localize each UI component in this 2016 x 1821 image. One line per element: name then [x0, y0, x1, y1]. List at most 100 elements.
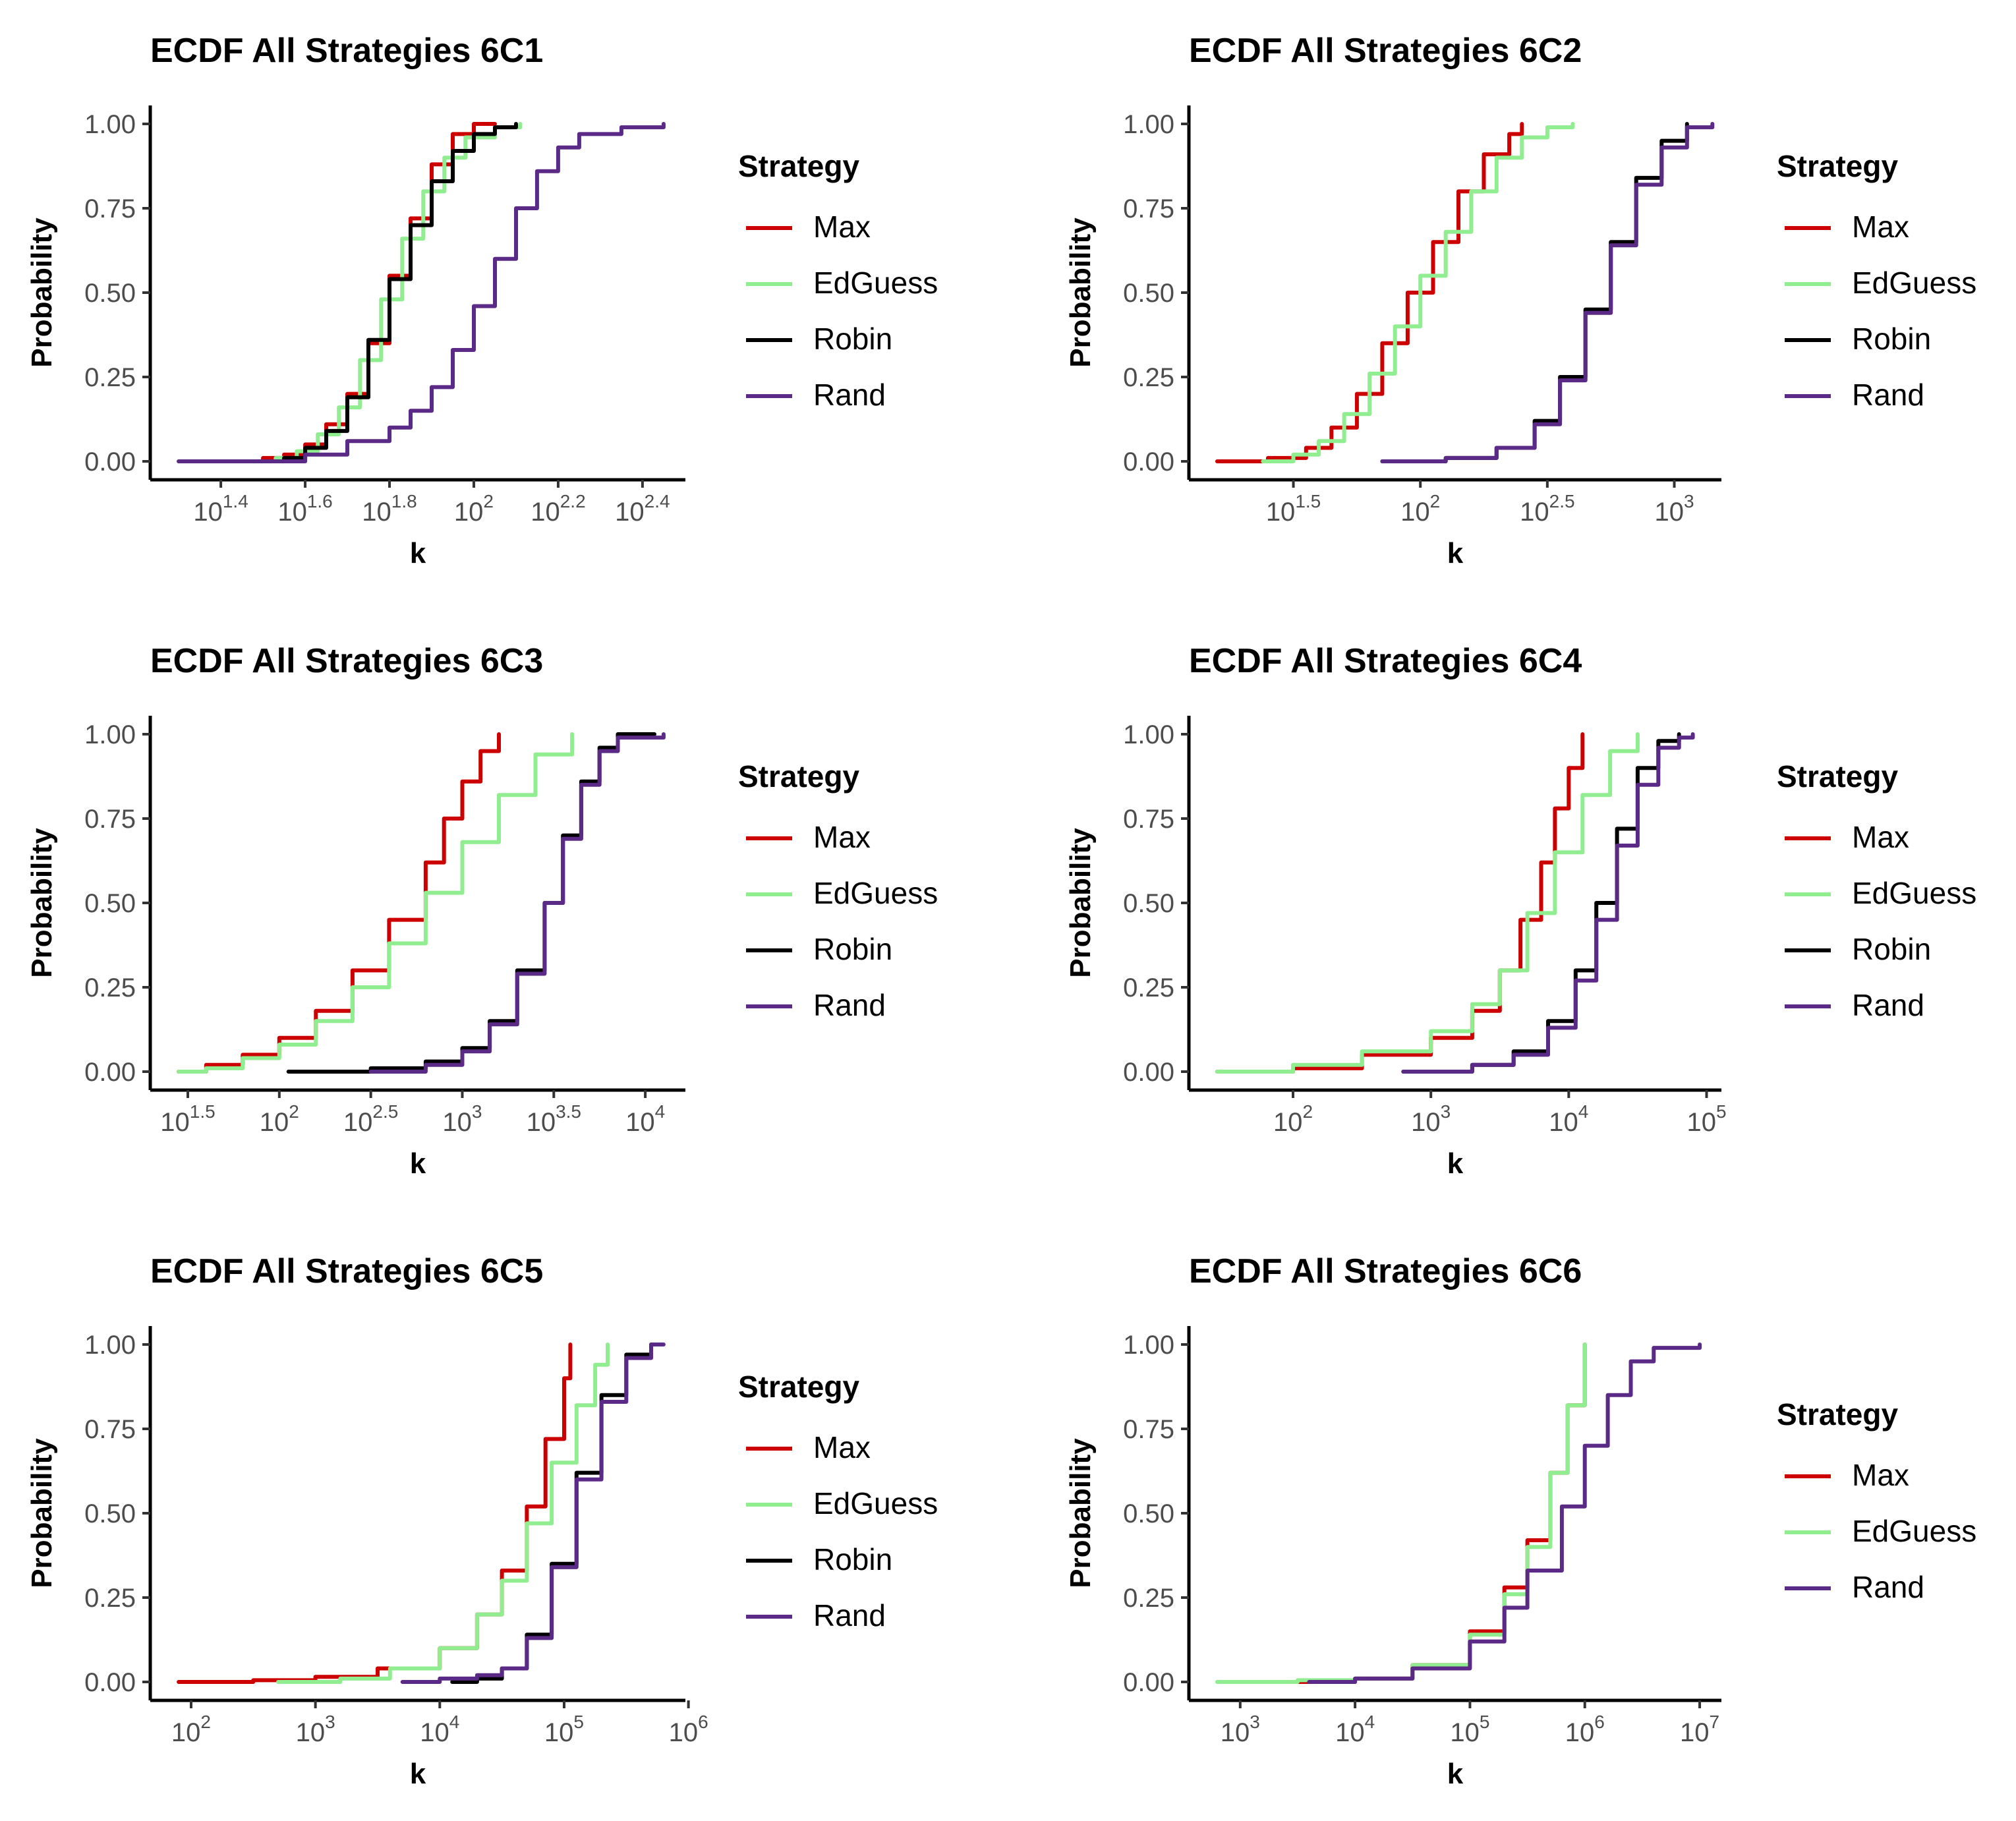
- series-line-edguess: [1215, 1343, 1587, 1684]
- y-tick-label: 0.50: [84, 1499, 136, 1528]
- series-line-edguess: [177, 732, 575, 1074]
- x-tick-label: 104: [420, 1712, 459, 1747]
- legend-label-robin: Robin: [813, 932, 892, 966]
- legend-title: Strategy: [738, 1370, 859, 1404]
- legend-label-edguess: EdGuess: [813, 266, 938, 300]
- legend-label-edguess: EdGuess: [1852, 876, 1976, 910]
- y-tick-label: 1.00: [84, 720, 136, 749]
- y-tick-label: 0.75: [1123, 805, 1174, 834]
- panel-title: ECDF All Strategies 6C4: [1189, 642, 1582, 680]
- legend-label-max: Max: [1852, 1458, 1909, 1492]
- legend-label-max: Max: [1852, 210, 1909, 244]
- x-tick-label: 101.4: [193, 491, 248, 527]
- series-line-rand: [177, 122, 666, 463]
- x-tick-label: 101.5: [160, 1101, 215, 1137]
- series-line-rand: [1380, 122, 1715, 463]
- y-tick-label: 0.25: [84, 973, 136, 1002]
- legend-title: Strategy: [1777, 759, 1898, 794]
- y-tick-label: 0.25: [84, 1584, 136, 1613]
- legend-label-edguess: EdGuess: [1852, 1514, 1976, 1548]
- panel-title: ECDF All Strategies 6C1: [150, 32, 543, 70]
- y-tick-label: 1.00: [84, 110, 136, 139]
- legend-title: Strategy: [738, 759, 859, 794]
- y-tick-label: 1.00: [84, 1331, 136, 1360]
- panel-title: ECDF All Strategies 6C6: [1189, 1252, 1582, 1290]
- x-tick-label: 102: [260, 1101, 299, 1137]
- series-line-rand: [368, 732, 666, 1074]
- x-tick-label: 103: [1654, 491, 1694, 527]
- x-tick-label: 105: [1686, 1101, 1726, 1137]
- y-tick-label: 0.50: [84, 279, 136, 308]
- y-tick-label: 0.50: [84, 889, 136, 918]
- y-tick-label: 0.75: [1123, 1415, 1174, 1444]
- y-tick-label: 0.50: [1123, 1499, 1174, 1528]
- x-tick-label: 106: [1565, 1712, 1605, 1747]
- legend-label-max: Max: [813, 820, 871, 854]
- legend-label-rand: Rand: [1852, 378, 1924, 412]
- x-axis-label: k: [1447, 1758, 1464, 1790]
- y-axis-label: Probability: [1064, 828, 1097, 978]
- legend-label-rand: Rand: [813, 988, 886, 1022]
- x-tick-label: 102.2: [531, 491, 585, 527]
- series-line-edguess: [1261, 122, 1575, 463]
- x-tick-label: 103: [1411, 1101, 1451, 1137]
- legend-label-rand: Rand: [1852, 1570, 1924, 1604]
- panel-1: ECDF All Strategies 6C1 0.00 0.25 0.50 0.75 1…: [26, 32, 938, 569]
- y-tick-label: 0.50: [1123, 279, 1174, 308]
- x-tick-label: 102: [1400, 491, 1440, 527]
- series-line-max: [1215, 732, 1585, 1074]
- x-tick-label: 102.4: [615, 491, 670, 527]
- legend-label-max: Max: [1852, 820, 1909, 854]
- y-tick-label: 0.25: [84, 363, 136, 392]
- y-tick-label: 0.75: [84, 805, 136, 834]
- legend: Strategy Max EdGuess Rand: [1777, 1397, 1976, 1604]
- panels-group: ECDF All Strategies 6C1 0.00 0.25 0.50 0.75 1…: [26, 32, 1976, 1790]
- panel-title: ECDF All Strategies 6C2: [1189, 32, 1582, 70]
- legend: Strategy Max EdGuess Robin Rand: [738, 149, 938, 412]
- x-tick-label: 102: [171, 1712, 211, 1747]
- series-line-robin: [261, 122, 518, 463]
- y-tick-label: 0.75: [1123, 194, 1174, 223]
- x-tick-label: 102.5: [343, 1101, 398, 1137]
- legend-label-robin: Robin: [813, 1542, 892, 1576]
- legend-label-edguess: EdGuess: [813, 1486, 938, 1520]
- y-tick-label: 0.00: [84, 1668, 136, 1697]
- legend-label-max: Max: [813, 1430, 871, 1464]
- x-axis-label: k: [410, 1758, 426, 1790]
- y-tick-label: 1.00: [1123, 1331, 1174, 1360]
- x-tick-label: 101.6: [277, 491, 332, 527]
- legend-label-robin: Robin: [813, 322, 892, 356]
- panel-title: ECDF All Strategies 6C5: [150, 1252, 543, 1290]
- y-tick-label: 0.00: [84, 1058, 136, 1087]
- y-tick-label: 0.75: [84, 1415, 136, 1444]
- series-line-rand: [1307, 1343, 1702, 1684]
- series-line-edguess: [177, 122, 523, 463]
- legend-title: Strategy: [1777, 1397, 1898, 1431]
- series-line-edguess: [276, 1343, 610, 1684]
- y-tick-label: 1.00: [1123, 720, 1174, 749]
- series-line-max: [177, 122, 497, 463]
- y-tick-label: 0.00: [1123, 1058, 1174, 1087]
- y-tick-label: 0.25: [1123, 1584, 1174, 1613]
- panel-2: ECDF All Strategies 6C2 0.00 0.25 0.50 0.75 1…: [1064, 32, 1976, 569]
- x-tick-label: 103.5: [527, 1101, 581, 1137]
- legend-label-robin: Robin: [1852, 322, 1931, 356]
- series-line-edguess: [1215, 732, 1640, 1074]
- series-line-max: [1215, 122, 1524, 463]
- x-axis-label: k: [1447, 537, 1464, 569]
- series-line-max: [177, 1343, 573, 1684]
- x-tick-label: 101.5: [1266, 491, 1321, 527]
- legend-label-robin: Robin: [1852, 932, 1931, 966]
- x-tick-label: 107: [1680, 1712, 1719, 1747]
- x-tick-label: 105: [1450, 1712, 1489, 1747]
- legend-label-max: Max: [813, 210, 871, 244]
- x-axis-label: k: [410, 537, 426, 569]
- legend-label-edguess: EdGuess: [813, 876, 938, 910]
- legend-label-rand: Rand: [813, 1598, 886, 1633]
- legend: Strategy Max EdGuess Robin Rand: [1777, 759, 1976, 1022]
- x-tick-label: 102.5: [1520, 491, 1574, 527]
- panel-3: ECDF All Strategies 6C3 0.00 0.25 0.50 0.75 1…: [26, 642, 938, 1180]
- y-axis-label: Probability: [1064, 217, 1097, 368]
- legend-label-rand: Rand: [1852, 988, 1924, 1022]
